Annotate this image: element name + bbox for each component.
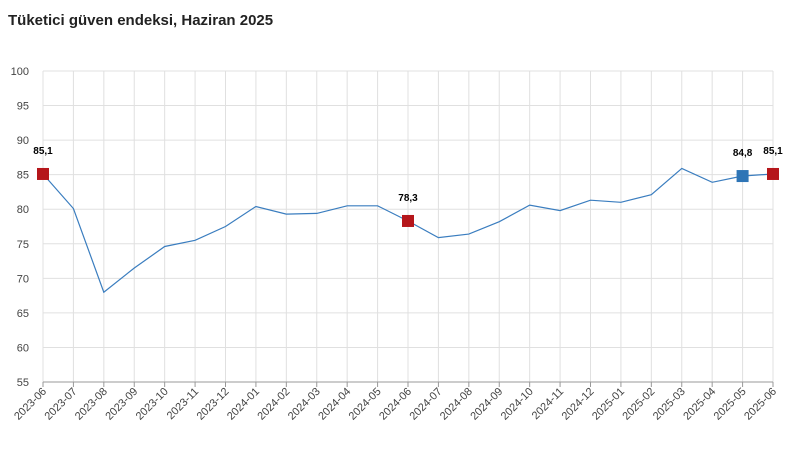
highlight-marker xyxy=(37,167,49,180)
y-tick-label: 70 xyxy=(17,273,29,285)
x-tick-label: 2025-02 xyxy=(620,386,657,423)
highlight-marker xyxy=(767,167,779,180)
grid-lines xyxy=(42,70,774,383)
x-tick-label: 2025-01 xyxy=(590,386,627,423)
x-tick-label: 2024-10 xyxy=(499,386,536,423)
x-tick-label: 2024-04 xyxy=(316,386,353,423)
x-tick-label: 2025-05 xyxy=(712,386,749,423)
x-tick-label: 2024-12 xyxy=(560,386,597,423)
data-label: 85,1 xyxy=(33,146,53,157)
y-tick-label: 80 xyxy=(17,204,29,216)
x-tick-label: 2023-08 xyxy=(73,386,110,423)
highlight-marker xyxy=(402,214,414,227)
x-tick-label: 2024-09 xyxy=(468,386,505,423)
y-tick-label: 60 xyxy=(17,342,29,354)
x-tick-label: 2023-07 xyxy=(43,386,80,423)
x-tick-label: 2023-10 xyxy=(134,386,171,423)
highlight-marker xyxy=(736,170,749,183)
x-tick-label: 2025-03 xyxy=(651,386,688,423)
x-tick-label: 2023-12 xyxy=(195,386,232,423)
chart-title: Tüketici güven endeksi, Haziran 2025 xyxy=(8,12,274,29)
y-tick-label: 90 xyxy=(17,135,29,147)
x-tick-label: 2025-06 xyxy=(742,386,779,423)
x-tick-label: 2023-09 xyxy=(103,386,140,423)
y-tick-label: 75 xyxy=(17,239,29,251)
x-tick-label: 2024-08 xyxy=(438,386,475,423)
x-tick-label: 2024-06 xyxy=(377,386,414,423)
data-label: 78,3 xyxy=(398,193,418,204)
y-axis-ticks: 55 60 65 70 75 80 85 90 95 100 xyxy=(11,66,29,389)
x-tick-label: 2024-05 xyxy=(347,386,384,423)
x-tick-label: 2024-03 xyxy=(286,386,323,423)
y-tick-label: 100 xyxy=(11,66,29,78)
x-tick-label: 2024-01 xyxy=(225,386,262,423)
x-tick-label: 2024-02 xyxy=(255,386,292,423)
y-tick-label: 55 xyxy=(17,377,29,389)
y-tick-label: 65 xyxy=(17,308,29,320)
data-label: 85,1 xyxy=(763,146,783,157)
data-label: 84,8 xyxy=(733,148,753,159)
y-tick-label: 95 xyxy=(17,101,29,113)
highlight-markers: 85,1 78,3 84,8 85,1 xyxy=(33,146,783,227)
y-tick-label: 85 xyxy=(17,170,29,182)
x-tick-label: 2025-04 xyxy=(681,386,718,423)
x-tick-label: 2024-07 xyxy=(408,386,445,423)
x-tick-label: 2023-06 xyxy=(12,386,49,423)
